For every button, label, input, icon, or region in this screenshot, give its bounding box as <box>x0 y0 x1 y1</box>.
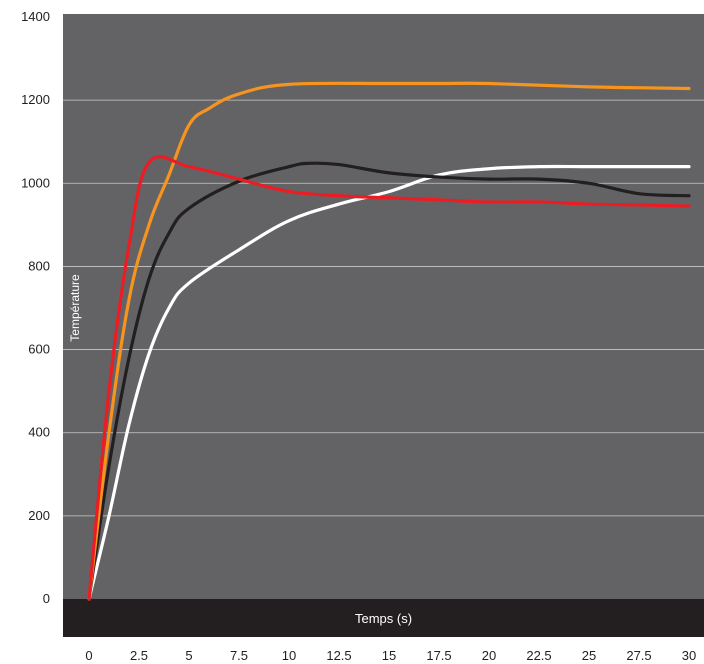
y-tick-label: 400 <box>28 425 50 440</box>
x-tick-label: 22.5 <box>526 648 551 663</box>
x-tick-label: 15 <box>382 648 396 663</box>
y-tick-label: 600 <box>28 342 50 357</box>
plot-background <box>63 14 704 599</box>
x-tick-label: 7.5 <box>230 648 248 663</box>
series-line-orange <box>87 81 691 601</box>
y-tick-label: 0 <box>43 591 50 606</box>
x-tick-label: 30 <box>682 648 696 663</box>
x-tick-label: 5 <box>185 648 192 663</box>
y-tick-label: 1000 <box>21 175 50 190</box>
y-axis-title: Température <box>68 274 82 342</box>
x-tick-labels: 0 2.5 5 7.5 10 12.5 15 17.5 20 22.5 25 27.5 30 <box>85 648 696 663</box>
x-axis-title: Temps (s) <box>355 611 412 626</box>
x-tick-label: 27.5 <box>626 648 651 663</box>
x-tick-label: 25 <box>582 648 596 663</box>
x-tick-label: 17.5 <box>426 648 451 663</box>
x-tick-label: 2.5 <box>130 648 148 663</box>
series-line-red <box>87 155 691 601</box>
x-tick-label: 0 <box>85 648 92 663</box>
x-tick-label: 10 <box>282 648 296 663</box>
x-axis-band <box>63 599 704 637</box>
series-line-white <box>87 164 691 601</box>
x-tick-label: 20 <box>482 648 496 663</box>
gridlines <box>63 99 704 517</box>
series-line-black <box>87 161 691 601</box>
y-tick-label: 1200 <box>21 92 50 107</box>
y-tick-label: 800 <box>28 258 50 273</box>
y-tick-label: 200 <box>28 508 50 523</box>
x-tick-label: 12.5 <box>326 648 351 663</box>
y-tick-labels: 0 200 400 600 800 1000 1200 1400 <box>21 9 50 606</box>
series-layer <box>87 81 691 601</box>
y-tick-label: 1400 <box>21 9 50 24</box>
